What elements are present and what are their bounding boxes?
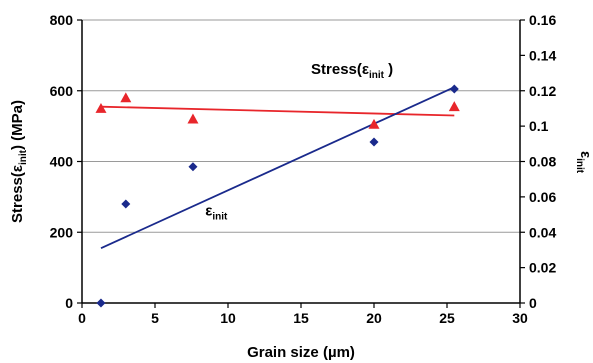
y-right-tick-label-2: 0.04	[529, 224, 556, 240]
strain-point-3	[369, 137, 379, 147]
trendlines	[100, 86, 455, 249]
y-left-tick-label-3: 600	[50, 83, 74, 99]
data-points	[95, 84, 460, 308]
y-left-title-symbol: ε	[9, 165, 26, 172]
y-left-title-suffix: ) (MPa)	[9, 100, 26, 150]
trendline-strain	[100, 86, 455, 249]
strain-point-2	[188, 162, 198, 172]
x-tick-label-5: 25	[439, 310, 455, 326]
annotation-stress-sub: init	[369, 70, 385, 81]
x-tick-label-0: 0	[78, 310, 86, 326]
strain-point-4	[449, 84, 459, 94]
x-axis-title-main: Grain size (	[247, 344, 328, 361]
y-left-tick-label-2: 400	[50, 154, 74, 170]
gridlines	[82, 19, 520, 233]
stress-point-4	[448, 101, 460, 112]
x-tick-label-6: 30	[512, 310, 528, 326]
strain-point-0	[96, 298, 106, 308]
annotation-stress-symbol: ε	[362, 61, 369, 78]
y-right-tick-label-0: 0	[529, 295, 537, 311]
stress-point-0	[95, 102, 107, 113]
x-tick-label-3: 15	[293, 310, 309, 326]
stress-point-3	[368, 118, 380, 129]
y-right-tick-label-7: 0.14	[529, 47, 556, 63]
y-axis-right-title: εinit	[574, 151, 593, 174]
y-left-title-prefix: Stress(	[9, 172, 26, 223]
annotation-eps: εinit	[205, 202, 228, 222]
x-axis-title-close: )	[350, 344, 355, 361]
stress-point-2	[187, 113, 199, 124]
y-right-tick-label-4: 0.08	[529, 154, 556, 170]
x-axis-title: Grain size (µm)	[247, 344, 355, 361]
x-tick-label-1: 5	[151, 310, 159, 326]
y-left-tick-label-0: 0	[65, 295, 73, 311]
x-tick-label-2: 10	[220, 310, 236, 326]
y-right-title-symbol: ε	[577, 151, 593, 158]
y-left-tick-label-4: 800	[50, 12, 74, 28]
y-right-tick-label-5: 0.1	[529, 118, 549, 134]
annotation-stress-suffix: )	[384, 61, 393, 78]
y-axis-left-title: Stress(εinit) (MPa)	[9, 100, 29, 223]
y-right-tick-label-1: 0.02	[529, 260, 556, 276]
axis-labels: 0 5 10 15 20 25 30020040060080000.020.040.060.…	[9, 12, 593, 361]
y-left-title-sub: init	[18, 149, 29, 165]
x-tick-label-4: 20	[366, 310, 382, 326]
annotation-stress: Stress(εinit )	[311, 61, 393, 81]
x-axis-title-unit: µm	[328, 344, 350, 361]
annotation-eps-symbol: ε	[205, 202, 212, 219]
stress-point-1	[120, 92, 132, 103]
y-right-tick-label-6: 0.12	[529, 83, 556, 99]
y-left-tick-label-1: 200	[50, 224, 74, 240]
y-right-title-sub: init	[574, 158, 585, 174]
annotation-stress-prefix: Stress(	[311, 61, 362, 78]
y-right-tick-label-8: 0.16	[529, 12, 556, 28]
axes	[77, 19, 525, 308]
annotation-eps-sub: init	[212, 211, 228, 222]
strain-point-1	[121, 199, 131, 209]
y-right-tick-label-3: 0.06	[529, 189, 556, 205]
